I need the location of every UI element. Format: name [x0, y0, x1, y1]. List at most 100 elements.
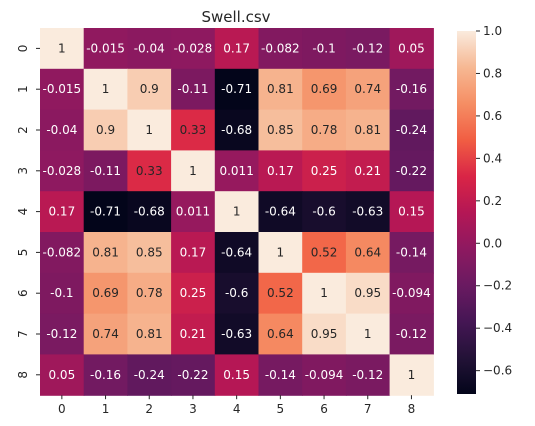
cell-value-label: 0.52: [311, 245, 338, 259]
heatmap-cell: [171, 68, 216, 111]
cell-value-label: 0.25: [180, 286, 207, 300]
cell-value-label: -0.1: [312, 41, 335, 55]
y-tick-label: 1: [16, 85, 30, 93]
cell-value-label: -0.6: [312, 205, 335, 219]
cell-value-label: 0.74: [354, 82, 381, 96]
heatmap-cell: [83, 232, 128, 274]
heatmap-cell: [345, 232, 391, 274]
heatmap-cell: [214, 272, 260, 315]
cell-value-label: 0.17: [180, 245, 207, 259]
cell-value-label: -0.64: [221, 245, 252, 259]
heatmap-cell: [171, 28, 216, 70]
cell-value-label: -0.094: [392, 286, 431, 300]
cell-value-label: -0.082: [43, 245, 82, 259]
heatmap-cell: [214, 68, 260, 111]
cell-value-label: 0.52: [267, 286, 294, 300]
heatmap-cell: [302, 272, 347, 315]
y-tick-label: 6: [16, 289, 30, 297]
heatmap-cell: [127, 150, 172, 192]
heatmap-cell: [171, 191, 216, 233]
cell-value-label: -0.6: [225, 286, 248, 300]
cell-value-label: 0.85: [136, 245, 163, 259]
cell-value-label: 1: [58, 41, 66, 55]
y-tick-label: 5: [16, 249, 30, 257]
cell-value-label: -0.12: [46, 327, 77, 341]
cell-value-label: 1: [189, 164, 197, 178]
heatmap-cell: [40, 272, 85, 315]
heatmap-cell: [345, 354, 391, 396]
heatmap-cell: [171, 109, 216, 151]
cell-value-label: 0.33: [180, 123, 207, 137]
cell-value-label: -0.082: [261, 41, 300, 55]
heatmap-cell: [40, 109, 85, 151]
heatmap-cell: [127, 28, 172, 70]
heatmap-cell: [40, 313, 85, 355]
heatmap-cell: [214, 354, 260, 396]
heatmap-cell: [302, 28, 347, 70]
heatmap-cell: [214, 232, 260, 274]
colorbar-tick-label: 0.8: [483, 66, 502, 80]
cell-value-label: -0.11: [90, 164, 121, 178]
heatmap-cell: [389, 191, 434, 233]
cell-value-label: 0.05: [48, 368, 75, 382]
cell-value-labels: 1 -0.015 -0.04 -0.028 0.17 -0.082 -0.1 -0.12 0.0…: [43, 41, 431, 381]
heatmap-cell: [389, 272, 434, 315]
cell-value-label: 0.81: [92, 245, 119, 259]
x-tick-label: 6: [320, 402, 328, 416]
cell-value-label: 1: [145, 123, 153, 137]
heatmap-cell: [258, 28, 303, 70]
heatmap-cell: [258, 313, 303, 355]
cell-value-label: -0.16: [90, 368, 121, 382]
heatmap-cell: [345, 272, 391, 315]
heatmap-cell: [389, 28, 434, 70]
cell-value-label: 0.21: [180, 327, 207, 341]
heatmap-cell: [345, 68, 391, 111]
cell-value-label: 0.011: [176, 205, 210, 219]
colorbar-tick-label: 0.2: [483, 194, 502, 208]
colorbar-tick-label: −0.4: [483, 321, 512, 335]
cell-value-label: 1: [102, 82, 110, 96]
cell-value-label: 0.21: [354, 164, 381, 178]
heatmap-cell: [83, 272, 128, 315]
x-tick-label: 5: [277, 402, 285, 416]
cell-value-label: 0.17: [223, 41, 250, 55]
cell-value-label: 0.011: [219, 164, 253, 178]
heatmap-cell: [258, 150, 303, 192]
cell-value-label: 0.78: [311, 123, 338, 137]
cell-value-label: 0.15: [398, 205, 425, 219]
cell-value-label: -0.015: [43, 82, 82, 96]
cell-value-label: 0.17: [267, 164, 294, 178]
cell-value-label: 0.9: [140, 82, 159, 96]
y-tick-label: 7: [16, 330, 30, 338]
heatmap-cell: [127, 232, 172, 274]
heatmap-cell: [40, 68, 85, 111]
heatmap-cell: [258, 232, 303, 274]
heatmap-cell: [127, 109, 172, 151]
cell-value-label: -0.04: [46, 123, 77, 137]
heatmap-cells: [40, 28, 434, 396]
cell-value-label: -0.63: [352, 205, 383, 219]
cell-value-label: 0.25: [311, 164, 338, 178]
cell-value-label: -0.63: [221, 327, 252, 341]
heatmap-cell: [171, 272, 216, 315]
heatmap-cell: [40, 150, 85, 192]
y-tick-label: 2: [16, 126, 30, 134]
y-tick-label: 3: [16, 167, 30, 175]
y-axis: 0 1 2 3 4 5 6 7 8: [16, 45, 40, 379]
heatmap-cell: [345, 150, 391, 192]
x-axis: 0 1 2 3 4 5 6 7 8: [58, 395, 415, 416]
heatmap-cell: [171, 232, 216, 274]
cell-value-label: -0.1: [50, 286, 73, 300]
heatmap-cell: [389, 354, 434, 396]
cell-value-label: 1: [277, 245, 285, 259]
heatmap-cell: [127, 191, 172, 233]
cell-value-label: -0.12: [396, 327, 427, 341]
heatmap-cell: [345, 191, 391, 233]
cell-value-label: 0.05: [398, 41, 425, 55]
heatmap-cell: [345, 313, 391, 355]
x-tick-label: 7: [364, 402, 372, 416]
heatmap-cell: [83, 313, 128, 355]
heatmap-cell: [171, 354, 216, 396]
heatmap-cell: [389, 68, 434, 111]
